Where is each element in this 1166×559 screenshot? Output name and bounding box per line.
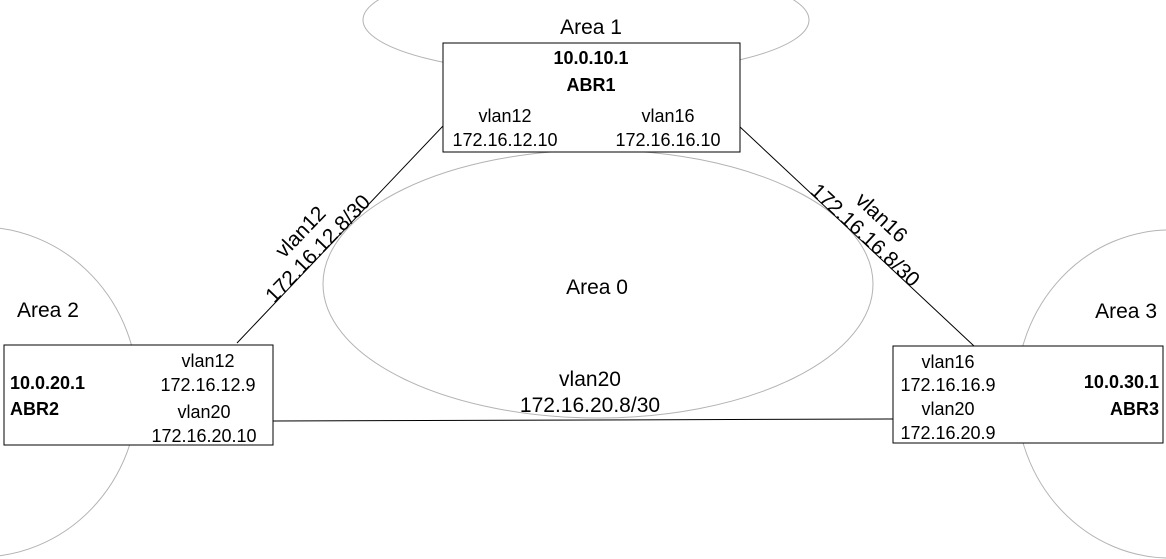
router-abr3-iface-vlan16-name: vlan16 [921,352,974,372]
area-3-label: Area 3 [1095,300,1157,323]
router-abr2-id: 10.0.20.1 [10,373,85,393]
router-abr2[interactable]: 10.0.20.1 ABR2 vlan12 172.16.12.9 vlan20… [3,344,274,446]
router-abr1-id: 10.0.10.1 [553,48,628,68]
router-abr2-iface-vlan20-ip: 172.16.20.10 [151,426,256,446]
router-abr1[interactable]: 10.0.10.1 ABR1 vlan12 172.16.12.10 vlan1… [442,42,741,153]
router-abr3[interactable]: 10.0.30.1 ABR3 vlan16 172.16.16.9 vlan20… [892,345,1164,444]
router-abr2-iface-vlan12-name: vlan12 [181,351,234,371]
link-vlan20-name: vlan20 [559,368,621,391]
router-abr1-name: ABR1 [566,75,615,95]
router-abr1-iface-vlan12-name: vlan12 [478,106,531,126]
router-abr2-box [3,344,274,446]
link-vlan16-line [738,125,975,347]
link-vlan16-label: vlan16 172.16.16.8/30 [806,179,924,291]
link-vlan12-line [236,125,444,344]
router-abr2-name: ABR2 [10,399,59,419]
router-abr2-iface-vlan12-ip: 172.16.12.9 [160,375,255,395]
router-abr3-iface-vlan20-ip: 172.16.20.9 [900,423,995,443]
area-1-label: Area 1 [560,16,622,39]
area-2-label: Area 2 [17,299,79,322]
router-abr2-iface-vlan20-name: vlan20 [177,402,230,422]
router-abr3-id: 10.0.30.1 [1084,372,1159,392]
link-vlan20-line [272,418,894,422]
router-abr1-iface-vlan16-ip: 172.16.16.10 [615,130,720,150]
router-abr1-box [442,42,741,153]
link-vlan20-label: vlan20 172.16.20.8/30 [520,368,660,417]
area-0-label: Area 0 [566,276,628,299]
router-abr1-iface-vlan12-ip: 172.16.12.10 [452,130,557,150]
router-abr3-name: ABR3 [1110,399,1159,419]
router-abr3-iface-vlan20-name: vlan20 [921,399,974,419]
link-vlan12-label: vlan12 172.16.12.8/30 [261,191,375,308]
link-vlan20-subnet: 172.16.20.8/30 [520,394,660,417]
router-abr3-box [892,345,1164,444]
router-abr3-iface-vlan16-ip: 172.16.16.9 [900,375,995,395]
router-abr1-iface-vlan16-name: vlan16 [641,106,694,126]
